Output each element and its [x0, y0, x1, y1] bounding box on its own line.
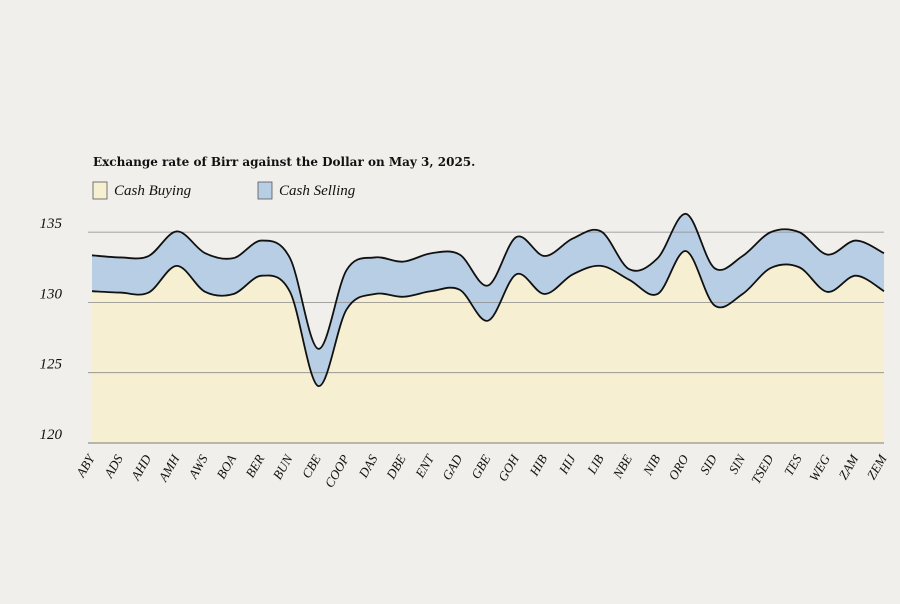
x-tick-label: LIB [584, 452, 607, 477]
x-tick-label: HIB [526, 452, 550, 479]
y-tick-label: 130 [40, 286, 63, 302]
x-tick-label: ABY [73, 450, 99, 480]
x-tick-label: ADS [100, 452, 126, 481]
lines [91, 212, 885, 387]
x-tick-label: ORO [665, 451, 692, 482]
x-tick-label: ENT [412, 451, 438, 481]
area [92, 251, 884, 443]
x-tick-label: TES [781, 452, 805, 479]
x-tick-label: SIN [725, 451, 748, 477]
x-tick-label: ZEM [864, 451, 891, 482]
x-tick-label: NBE [609, 452, 635, 482]
y-tick-label: 135 [40, 216, 63, 232]
y-tick-label: 120 [40, 427, 63, 443]
x-tick-label: AMH [155, 451, 183, 484]
x-tick-label: AWS [185, 452, 211, 482]
x-tick-label: CBE [299, 452, 324, 481]
x-tick-label: ZAM [835, 451, 862, 482]
x-tick-label: BOA [213, 452, 239, 481]
x-tick-label: GAD [439, 451, 466, 482]
line [91, 212, 885, 350]
x-tick-label: NIB [639, 452, 663, 479]
x-tick-label: TSED [748, 451, 777, 486]
x-tick-label: GOH [495, 451, 522, 483]
legend-label: Cash Buying [114, 183, 192, 199]
x-tick-label: COOP [321, 452, 352, 490]
legend-swatch [257, 181, 273, 200]
x-tick-label: SID [697, 451, 720, 477]
line [91, 250, 885, 387]
areas [92, 213, 884, 443]
chart-title: Exchange rate of Birr against the Dollar… [93, 155, 475, 169]
x-tick-label: DAS [355, 452, 381, 481]
x-tick-label: AHD [127, 451, 154, 483]
x-tick-label: BER [242, 452, 267, 480]
y-tick-label: 125 [40, 357, 63, 373]
x-tick-label: HIJ [555, 451, 579, 477]
x-tick-label: DBE [383, 452, 409, 482]
x-tick-label: BUN [270, 451, 297, 482]
x-tick-label: WEG [806, 451, 833, 483]
x-tick-label: GBE [468, 452, 494, 481]
legend-swatch [92, 181, 108, 200]
legend-label: Cash Selling [279, 183, 356, 199]
